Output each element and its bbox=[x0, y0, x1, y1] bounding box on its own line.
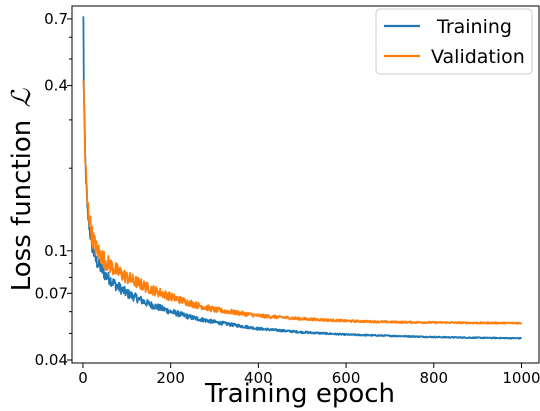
y-tick-label: 0.4 bbox=[44, 77, 68, 95]
series-layer bbox=[82, 16, 523, 340]
x-tick-label: 200 bbox=[156, 369, 185, 387]
legend: Training Validation bbox=[375, 8, 533, 75]
legend-label-training: Training bbox=[436, 16, 512, 38]
legend-label-validation: Validation bbox=[431, 46, 525, 68]
x-tick-label: 1000 bbox=[502, 369, 540, 387]
y-axis-label: Loss function bbox=[7, 120, 37, 292]
ticks-layer: 0 200 400 600 800 1000 0.04 0.07 0.1 0.4 0.7 bbox=[35, 10, 540, 387]
y-tick-label: 0.07 bbox=[35, 284, 68, 302]
y-axis-label-group: Loss function ℒ bbox=[7, 87, 37, 291]
y-tick-label: 0.1 bbox=[44, 242, 68, 260]
y-axis-label-symbol: ℒ bbox=[7, 87, 37, 107]
series-line-validation bbox=[82, 79, 523, 325]
x-tick-label: 0 bbox=[78, 369, 88, 387]
svg-text:Loss function ℒ: Loss function ℒ bbox=[7, 87, 37, 291]
x-tick-label: 800 bbox=[419, 369, 448, 387]
series-line-training bbox=[82, 16, 523, 340]
y-tick-label: 0.04 bbox=[35, 351, 68, 369]
y-tick-label: 0.7 bbox=[44, 10, 68, 28]
x-axis-label: Training epoch bbox=[204, 379, 395, 409]
x-tick-label: 400 bbox=[244, 369, 273, 387]
plot-frame bbox=[71, 5, 540, 364]
x-tick-label: 600 bbox=[332, 369, 361, 387]
